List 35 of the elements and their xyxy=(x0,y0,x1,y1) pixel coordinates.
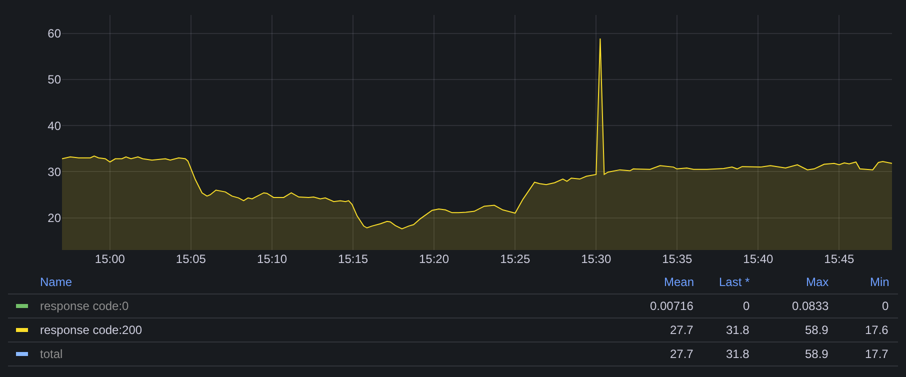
x-tick-label: 15:05 xyxy=(176,252,206,266)
legend-label: response code:0 xyxy=(40,299,130,313)
text: 27.7 xyxy=(670,347,694,361)
x-tick-label: 15:10 xyxy=(257,252,288,266)
text: Max xyxy=(806,275,829,289)
y-tick-label: 20 xyxy=(48,210,62,225)
text: 17.6 xyxy=(865,323,889,337)
legend-label: response code:200 xyxy=(40,323,142,337)
text: 0.0833 xyxy=(792,299,830,313)
x-tick-label: 15:30 xyxy=(581,252,612,266)
text: 17.7 xyxy=(865,347,889,361)
text: 31.8 xyxy=(726,323,750,337)
text: 27.7 xyxy=(670,323,694,337)
x-tick-label: 15:00 xyxy=(94,252,126,266)
text: 58.9 xyxy=(805,323,829,337)
text: 0.00716 xyxy=(650,299,694,313)
y-tick-label: 60 xyxy=(48,26,62,41)
text: 58.9 xyxy=(805,347,829,361)
x-tick-label: 15:35 xyxy=(662,252,692,266)
text: Mean xyxy=(664,275,694,289)
text: Min xyxy=(870,275,890,289)
text: 0 xyxy=(882,299,889,313)
text: Name xyxy=(40,275,72,289)
y-tick-label: 40 xyxy=(48,118,62,133)
text: Last * xyxy=(719,275,750,289)
x-tick-label: 15:20 xyxy=(419,252,450,266)
text: 0 xyxy=(743,299,750,313)
y-tick-label: 50 xyxy=(48,72,62,87)
legend-label: total xyxy=(40,347,63,361)
x-tick-label: 15:45 xyxy=(824,252,855,266)
text: 31.8 xyxy=(726,347,750,361)
x-tick-label: 15:25 xyxy=(500,252,530,266)
x-tick-label: 15:40 xyxy=(743,252,774,266)
x-tick-label: 15:15 xyxy=(338,252,368,266)
y-tick-label: 30 xyxy=(48,164,62,179)
